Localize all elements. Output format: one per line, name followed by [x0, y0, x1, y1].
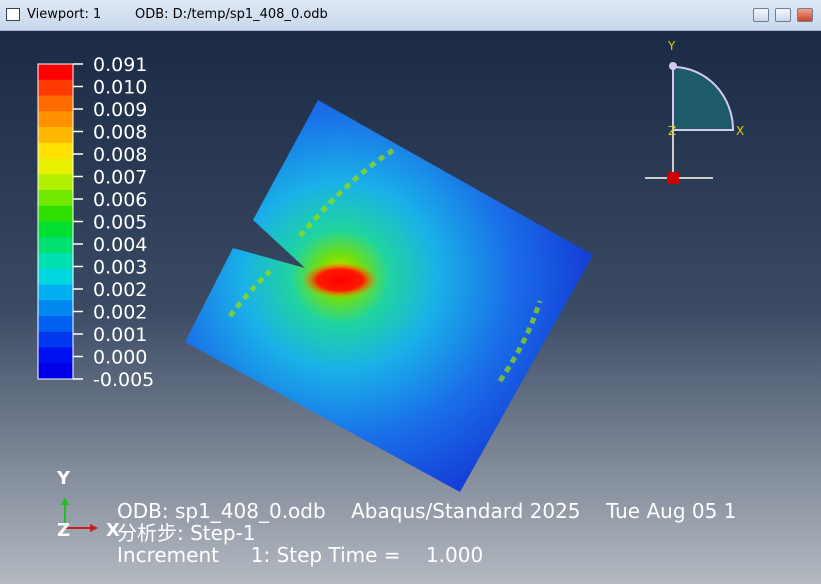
legend-swatch [38, 221, 73, 238]
legend-swatch [38, 268, 73, 285]
legend-swatch [38, 142, 73, 159]
axis-y: Y [56, 468, 71, 489]
contour-model [185, 100, 593, 492]
legend-label: 0.005 [93, 212, 147, 234]
step-line: 分析步: Step-1 [117, 521, 256, 545]
increment-line: Increment 1: Step Time = 1.000 [117, 543, 483, 567]
legend-label: 0.004 [93, 234, 147, 256]
viewport-name: Viewport: 1 [27, 7, 102, 22]
legend-swatch [38, 111, 73, 128]
legend-swatch [38, 79, 73, 96]
maximize-button[interactable] [775, 8, 791, 22]
odb-line: ODB: sp1_408_0.odb Abaqus/Standard 2025 … [117, 499, 736, 523]
legend-swatch [38, 331, 73, 348]
legend-swatch [38, 363, 73, 380]
legend-label: 0.010 [93, 77, 147, 99]
legend-label: 0.003 [93, 257, 147, 279]
orientation-triad: Y X Z [645, 39, 744, 184]
legend-swatch [38, 316, 73, 333]
triad-y: Y [667, 39, 676, 53]
legend-label: 0.009 [93, 99, 147, 121]
legend-label: 0.002 [93, 302, 147, 324]
legend-swatch [38, 205, 73, 222]
strain-band [228, 146, 543, 383]
axis-x: X [106, 520, 120, 541]
close-button[interactable] [797, 8, 813, 22]
odb-path: ODB: D:/temp/sp1_408_0.odb [135, 7, 328, 22]
legend-label: 0.008 [93, 122, 147, 144]
title-bar: Viewport: 1 ODB: D:/temp/sp1_408_0.odb [0, 0, 821, 31]
plate [185, 100, 593, 492]
legend-label: 0.002 [93, 279, 147, 301]
legend-label: 0.001 [93, 324, 147, 346]
info-block: ODB: sp1_408_0.odb Abaqus/Standard 2025 … [117, 499, 736, 567]
minimize-button[interactable] [753, 8, 769, 22]
legend-swatch [38, 300, 73, 317]
legend-label: 0.008 [93, 144, 147, 166]
legend-label: 0.006 [93, 189, 147, 211]
legend-swatch [38, 95, 73, 112]
viewport: 0.0910.0100.0090.0080.0080.0070.0060.005… [0, 31, 821, 584]
legend-label: 0.000 [93, 347, 147, 369]
legend-swatch [38, 174, 73, 191]
legend: 0.0910.0100.0090.0080.0080.0070.0060.005… [37, 54, 154, 391]
axis-z: Z [57, 520, 70, 541]
legend-swatch [38, 190, 73, 207]
legend-label: -0.005 [93, 369, 154, 391]
legend-swatch [38, 158, 73, 175]
legend-label: 0.007 [93, 167, 147, 189]
window-icon [6, 8, 20, 21]
legend-swatch [38, 253, 73, 270]
legend-swatch [38, 284, 73, 301]
axis-triad: Y Z X [56, 468, 120, 541]
legend-swatch [38, 64, 73, 81]
legend-label: 0.091 [93, 54, 147, 76]
legend-swatch [38, 127, 73, 144]
stress-concentration [302, 262, 378, 298]
triad-z: Z [668, 124, 676, 138]
legend-swatch [38, 237, 73, 254]
triad-x: X [736, 124, 744, 138]
legend-swatch [38, 347, 73, 364]
